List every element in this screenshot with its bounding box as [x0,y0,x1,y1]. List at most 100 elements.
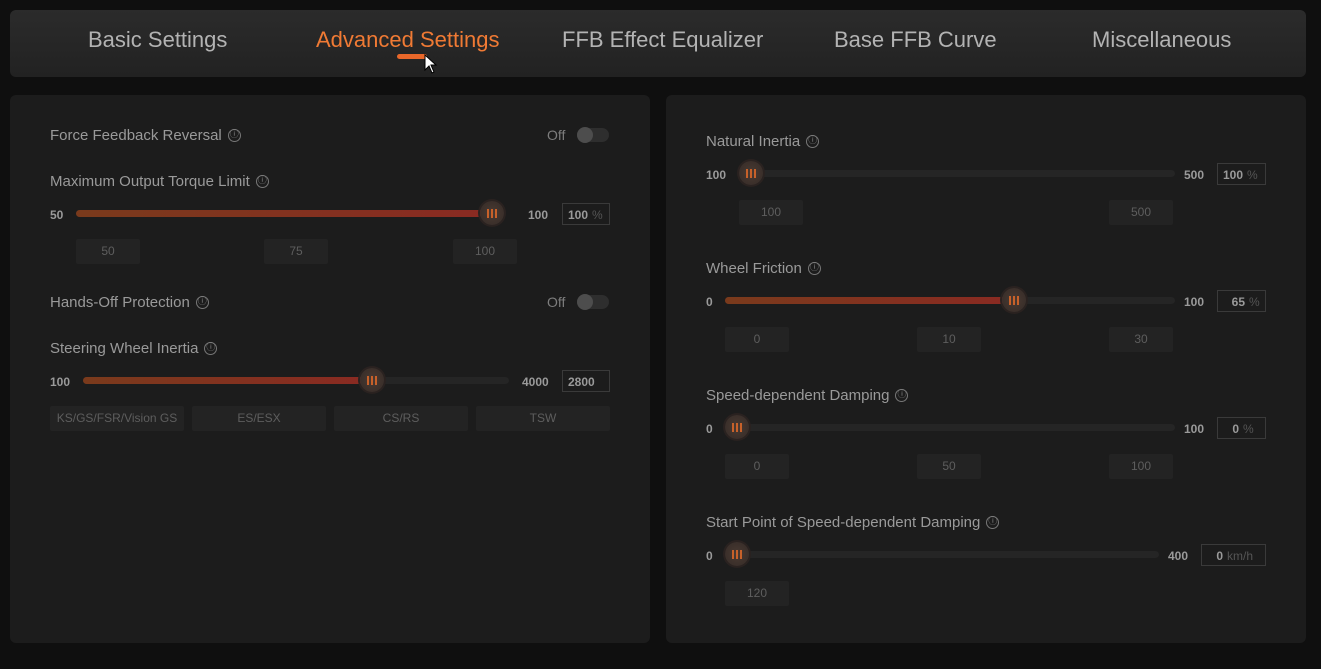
preset-button[interactable]: TSW [476,406,610,431]
value-text: 100 [568,208,589,222]
right-settings-panel: Natural Inertia ⓘ 100 500 100% 100 500 W… [666,95,1306,643]
hands-off-toggle[interactable] [577,294,609,310]
preset-button[interactable]: 10 [917,327,981,352]
wheel-inertia-text: Steering Wheel Inertia [50,340,199,357]
value-text: 0 [1216,549,1223,563]
start-point-value-input[interactable]: 0 km/h [1201,544,1266,566]
hands-off-state: Off [547,294,566,310]
tab-bar: Basic Settings Advanced Settings FFB Eff… [10,10,1306,77]
slider-thumb[interactable] [725,542,749,566]
wheel-inertia-max: 4000 [522,375,549,389]
preset-button[interactable]: 500 [1109,200,1173,225]
preset-button[interactable]: 0 [725,327,789,352]
hands-off-label: Hands-Off Protection ⓘ [50,294,209,311]
info-icon[interactable]: ⓘ [227,129,241,142]
preset-button[interactable]: ES/ESX [192,406,326,431]
preset-button[interactable]: 30 [1109,327,1173,352]
info-icon[interactable]: ⓘ [807,262,821,275]
slider-thumb[interactable] [725,415,749,439]
wheel-friction-slider[interactable] [725,288,1175,312]
natural-inertia-text: Natural Inertia [706,133,801,150]
preset-button[interactable]: KS/GS/FSR/Vision GS [50,406,184,431]
preset-button[interactable]: 50 [917,454,981,479]
ffb-reversal-state: Off [547,127,566,143]
speed-damping-text: Speed-dependent Damping [706,387,890,404]
info-icon[interactable]: ⓘ [204,342,218,355]
unit-text: % [1243,422,1254,436]
info-icon[interactable]: ⓘ [806,135,820,148]
tab-ffb-effect-equalizer[interactable]: FFB Effect Equalizer [562,27,764,52]
start-point-min: 0 [706,549,713,563]
speed-damping-min: 0 [706,422,713,436]
start-point-slider[interactable] [725,542,1159,566]
mouse-cursor-icon [424,54,438,74]
preset-button[interactable]: 50 [76,239,140,264]
ffb-reversal-text: Force Feedback Reversal [50,127,222,144]
info-icon[interactable]: ⓘ [986,516,1000,529]
natural-inertia-value-input[interactable]: 100% [1217,163,1266,185]
natural-inertia-max: 500 [1184,168,1205,182]
tab-base-ffb-curve[interactable]: Base FFB Curve [834,27,997,52]
start-point-text: Start Point of Speed-dependent Damping [706,514,981,531]
unit-text: % [1247,168,1258,182]
torque-limit-slider[interactable] [76,201,504,225]
wheel-inertia-slider[interactable] [83,368,509,392]
toggle-knob [577,294,593,310]
tab-miscellaneous[interactable]: Miscellaneous [1092,27,1232,52]
wheel-inertia-value-input[interactable]: 2800 [562,370,610,392]
info-icon[interactable]: ⓘ [195,296,209,309]
preset-button[interactable]: 100 [1109,454,1173,479]
unit-text: % [592,208,603,222]
slider-thumb[interactable] [480,201,504,225]
slider-fill [83,377,372,384]
hands-off-text: Hands-Off Protection [50,294,190,311]
unit-text: % [1249,295,1260,309]
preset-button[interactable]: 100 [739,200,803,225]
active-tab-indicator [397,54,427,59]
wheel-friction-value-input[interactable]: 65% [1217,290,1266,312]
torque-limit-label: Maximum Output Torque Limit ⓘ [50,173,269,190]
torque-limit-value-input[interactable]: 100% [562,203,610,225]
start-point-label: Start Point of Speed-dependent Damping ⓘ [706,514,1000,531]
preset-button[interactable]: CS/RS [334,406,468,431]
preset-button[interactable]: 120 [725,581,789,606]
preset-button[interactable]: 75 [264,239,328,264]
wheel-friction-max: 100 [1184,295,1205,309]
wheel-inertia-label: Steering Wheel Inertia ⓘ [50,340,218,357]
slider-thumb[interactable] [360,368,384,392]
ffb-reversal-toggle[interactable] [577,127,609,143]
torque-limit-text: Maximum Output Torque Limit [50,173,250,190]
wheel-inertia-min: 100 [50,375,71,389]
value-text: 0 [1232,422,1239,436]
natural-inertia-label: Natural Inertia ⓘ [706,133,820,150]
ffb-reversal-label: Force Feedback Reversal ⓘ [50,127,241,144]
wheel-friction-min: 0 [706,295,713,309]
preset-button[interactable]: 100 [453,239,517,264]
value-text: 65 [1231,295,1245,309]
slider-thumb[interactable] [1002,288,1026,312]
wheel-friction-text: Wheel Friction [706,260,802,277]
slider-fill [76,210,492,217]
info-icon[interactable]: ⓘ [895,389,909,402]
value-text: 100 [1223,168,1244,182]
toggle-knob [577,127,593,143]
info-icon[interactable]: ⓘ [255,175,269,188]
natural-inertia-min: 100 [706,168,727,182]
speed-damping-max: 100 [1184,422,1205,436]
speed-damping-label: Speed-dependent Damping ⓘ [706,387,909,404]
torque-limit-max: 100 [528,208,549,222]
slider-fill [725,297,1014,304]
start-point-max: 400 [1168,549,1189,563]
speed-damping-value-input[interactable]: 0% [1217,417,1266,439]
preset-button[interactable]: 0 [725,454,789,479]
wheel-friction-label: Wheel Friction ⓘ [706,260,821,277]
torque-limit-min: 50 [50,208,64,222]
tab-advanced-settings[interactable]: Advanced Settings [316,27,500,52]
unit-text: km/h [1227,549,1254,563]
tab-basic-settings[interactable]: Basic Settings [88,27,228,52]
value-text: 2800 [568,375,595,389]
slider-thumb[interactable] [739,161,763,185]
left-settings-panel: Force Feedback Reversal ⓘ Off Maximum Ou… [10,95,650,643]
natural-inertia-slider[interactable] [739,161,1175,185]
speed-damping-slider[interactable] [725,415,1175,439]
